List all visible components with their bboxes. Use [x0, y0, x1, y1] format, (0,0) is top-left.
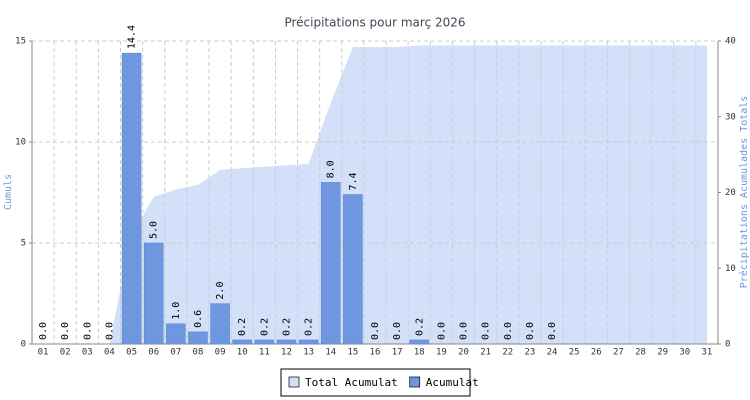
- y-tick-label: 10: [15, 138, 26, 148]
- value-label: 0.2: [414, 318, 425, 336]
- bar: [166, 323, 186, 345]
- value-label: 1.0: [171, 302, 182, 320]
- x-tick-label: 21: [480, 348, 491, 358]
- bar: [298, 339, 319, 345]
- value-label: 0.0: [481, 322, 492, 340]
- value-label: 0.0: [525, 322, 536, 340]
- legend-label: Acumulat: [426, 376, 479, 389]
- bar: [121, 52, 142, 345]
- x-tick-label: 14: [325, 348, 336, 358]
- value-label: 0.2: [259, 318, 270, 336]
- bar: [254, 339, 275, 345]
- legend-label: Total Acumulat: [305, 376, 398, 389]
- x-tick-label: 08: [193, 348, 204, 358]
- value-label: 0.0: [436, 322, 447, 340]
- x-tick-label: 29: [657, 348, 668, 358]
- value-label: 0.0: [38, 322, 49, 340]
- bar: [276, 339, 297, 345]
- bar: [143, 242, 164, 345]
- x-tick-label: 17: [392, 348, 403, 358]
- value-label: 0.0: [392, 322, 403, 340]
- x-tick-label: 02: [60, 348, 71, 358]
- value-label: 14.4: [127, 25, 138, 49]
- value-label: 0.2: [281, 318, 292, 336]
- x-tick-label: 10: [237, 348, 248, 358]
- value-label: 0.0: [104, 322, 115, 340]
- x-tick-label: 22: [502, 348, 513, 358]
- legend-swatch: [288, 376, 300, 388]
- y2-tick-label: 10: [725, 264, 736, 274]
- legend-box: [280, 368, 471, 397]
- x-tick-label: 05: [126, 348, 137, 358]
- value-label: 0.0: [370, 322, 381, 340]
- y-tick-label: 5: [21, 239, 26, 249]
- x-tick-label: 28: [635, 348, 646, 358]
- x-tick-label: 31: [702, 348, 713, 358]
- bar: [409, 339, 430, 345]
- x-tick-label: 06: [148, 348, 159, 358]
- x-tick-label: 23: [524, 348, 535, 358]
- y-tick-label: 15: [15, 37, 26, 47]
- y2-tick-label: 40: [725, 37, 736, 47]
- bar: [320, 182, 341, 345]
- value-label: 8.0: [326, 160, 337, 178]
- value-label: 0.0: [82, 322, 93, 340]
- bar: [232, 339, 252, 345]
- y2-axis-label: Précipitations Acumulades Totals: [738, 96, 750, 289]
- value-label: 0.0: [547, 322, 558, 340]
- x-tick-label: 19: [436, 348, 447, 358]
- x-tick-label: 07: [170, 348, 181, 358]
- value-label: 0.2: [304, 318, 315, 336]
- x-tick-label: 16: [370, 348, 381, 358]
- legend-swatch: [409, 376, 421, 388]
- value-label: 0.0: [503, 322, 514, 340]
- value-label: 0.6: [193, 310, 204, 328]
- x-tick-label: 04: [104, 348, 115, 358]
- x-tick-label: 15: [347, 348, 358, 358]
- y-tick-label: 0: [21, 340, 26, 350]
- y2-tick-label: 20: [725, 188, 736, 198]
- x-tick-label: 11: [259, 348, 270, 358]
- x-tick-label: 25: [569, 348, 580, 358]
- x-tick-label: 27: [613, 348, 624, 358]
- y2-tick-label: 0: [725, 340, 730, 350]
- x-tick-label: 26: [591, 348, 602, 358]
- x-tick-label: 01: [38, 348, 49, 358]
- value-label: 0.0: [459, 322, 470, 340]
- bar: [343, 194, 363, 345]
- bar: [210, 303, 230, 345]
- value-label: 0.2: [237, 318, 248, 336]
- value-label: 2.0: [215, 282, 226, 300]
- y-axis-label: Cumuls: [3, 174, 14, 210]
- value-label: 7.4: [348, 172, 359, 190]
- x-tick-label: 03: [82, 348, 93, 358]
- chart-title: Précipitations pour març 2026: [284, 16, 465, 30]
- value-label: 5.0: [149, 221, 160, 239]
- x-tick-label: 30: [679, 348, 690, 358]
- bar: [188, 331, 208, 345]
- y2-tick-label: 30: [725, 112, 736, 122]
- x-tick-label: 20: [458, 348, 469, 358]
- x-tick-label: 24: [547, 348, 558, 358]
- x-tick-label: 18: [414, 348, 425, 358]
- x-tick-label: 13: [303, 348, 314, 358]
- x-tick-label: 09: [215, 348, 226, 358]
- x-tick-label: 12: [281, 348, 292, 358]
- value-label: 0.0: [60, 322, 71, 340]
